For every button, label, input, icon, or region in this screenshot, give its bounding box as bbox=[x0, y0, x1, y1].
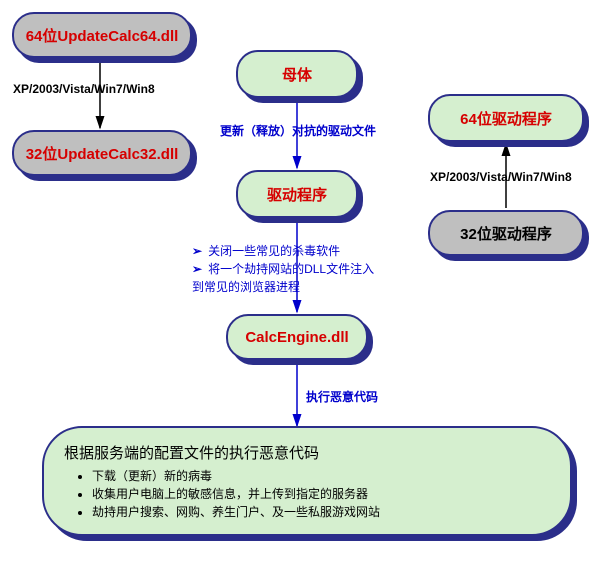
flowchart-canvas: 64位UpdateCalc64.dll 32位UpdateCalc32.dll 母体… bbox=[0, 0, 600, 568]
node-driver: 驱动程序 bbox=[236, 170, 358, 218]
result-item: 劫持用户搜索、网购、养生门户、及一些私服游戏网站 bbox=[92, 503, 550, 520]
node-n32dll: 32位UpdateCalc32.dll bbox=[12, 130, 192, 176]
node-n64dll: 64位UpdateCalc64.dll bbox=[12, 12, 192, 58]
node-calceng: CalcEngine.dll bbox=[226, 314, 368, 360]
result-box: 根据服务端的配置文件的执行恶意代码下载（更新）新的病毒收集用户电脑上的敏感信息，… bbox=[42, 426, 572, 536]
annotation-line: 将一个劫持网站的DLL文件注入到常见的浏览器进程 bbox=[192, 262, 374, 294]
node-parent: 母体 bbox=[236, 50, 358, 98]
edge-label: XP/2003/Vista/Win7/Win8 bbox=[13, 82, 155, 96]
result-title: 根据服务端的配置文件的执行恶意代码 bbox=[64, 442, 550, 463]
node-drv32: 32位驱动程序 bbox=[428, 210, 584, 256]
annotation-line: 关闭一些常见的杀毒软件 bbox=[208, 244, 340, 258]
result-list: 下载（更新）新的病毒收集用户电脑上的敏感信息，并上传到指定的服务器劫持用户搜索、… bbox=[92, 467, 550, 520]
edge-label: XP/2003/Vista/Win7/Win8 bbox=[430, 170, 572, 184]
node-drv64: 64位驱动程序 bbox=[428, 94, 584, 142]
driver-annotation: ➢关闭一些常见的杀毒软件➢将一个劫持网站的DLL文件注入到常见的浏览器进程 bbox=[192, 242, 378, 296]
result-item: 下载（更新）新的病毒 bbox=[92, 467, 550, 484]
edge-label: 更新（释放）对抗的驱动文件 bbox=[220, 122, 376, 139]
result-item: 收集用户电脑上的敏感信息，并上传到指定的服务器 bbox=[92, 485, 550, 502]
edge-label: 执行恶意代码 bbox=[306, 388, 378, 405]
